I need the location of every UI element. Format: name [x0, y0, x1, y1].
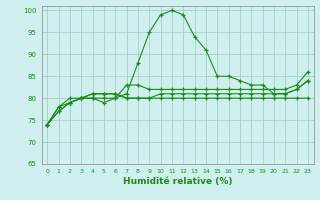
X-axis label: Humidité relative (%): Humidité relative (%) [123, 177, 232, 186]
